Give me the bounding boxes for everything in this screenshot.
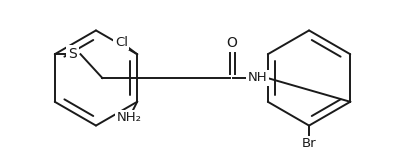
Text: Br: Br	[301, 137, 315, 150]
Text: Cl: Cl	[115, 36, 128, 49]
Text: NH₂: NH₂	[117, 111, 141, 124]
Text: NH: NH	[247, 71, 266, 85]
Text: S: S	[68, 47, 77, 61]
Text: O: O	[226, 36, 237, 50]
